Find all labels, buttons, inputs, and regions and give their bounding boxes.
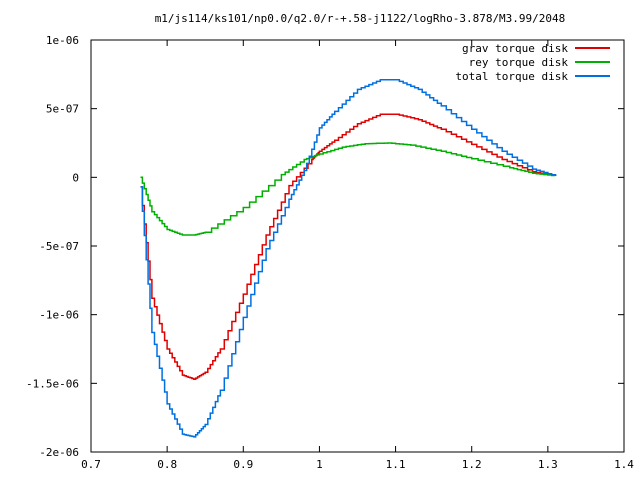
y-tick-label: 0 (72, 171, 79, 184)
x-tick-label: 1.2 (462, 458, 482, 471)
series-line-1 (140, 113, 557, 380)
plot-frame (90, 39, 625, 453)
x-tick-label: 1.1 (386, 458, 406, 471)
legend-label: rey torque disk (469, 56, 569, 69)
y-tick-label: -1e-06 (39, 309, 79, 322)
series-lines (140, 79, 557, 438)
chart-title: m1/js114/ks101/np0.0/q2.0/r-+.58-j1122/l… (155, 12, 566, 25)
y-tick-label: -2e-06 (39, 446, 79, 459)
x-tick-label: 0.7 (81, 458, 101, 471)
y-axis-ticks: 1e-06 5e-07 0 -5e-07 -1e-06 -1.5e-06 -2e-06 (26, 34, 624, 459)
y-tick-label: -5e-07 (39, 240, 79, 253)
x-tick-label: 1 (316, 458, 323, 471)
x-tick-label: 0.8 (157, 458, 177, 471)
x-tick-label: 1.4 (614, 458, 634, 471)
legend-label: total torque disk (455, 70, 568, 83)
legend-label: grav torque disk (462, 42, 568, 55)
y-tick-label: -1.5e-06 (26, 377, 79, 390)
x-tick-label: 0.9 (233, 458, 253, 471)
series-line-2 (140, 142, 557, 236)
y-tick-label: 5e-07 (46, 103, 79, 116)
x-tick-label: 1.3 (538, 458, 558, 471)
y-tick-label: 1e-06 (46, 34, 79, 47)
x-axis-ticks: 0.7 0.8 0.9 1 1.1 1.2 1.3 1.4 (81, 40, 634, 471)
series-line-3 (140, 79, 557, 438)
